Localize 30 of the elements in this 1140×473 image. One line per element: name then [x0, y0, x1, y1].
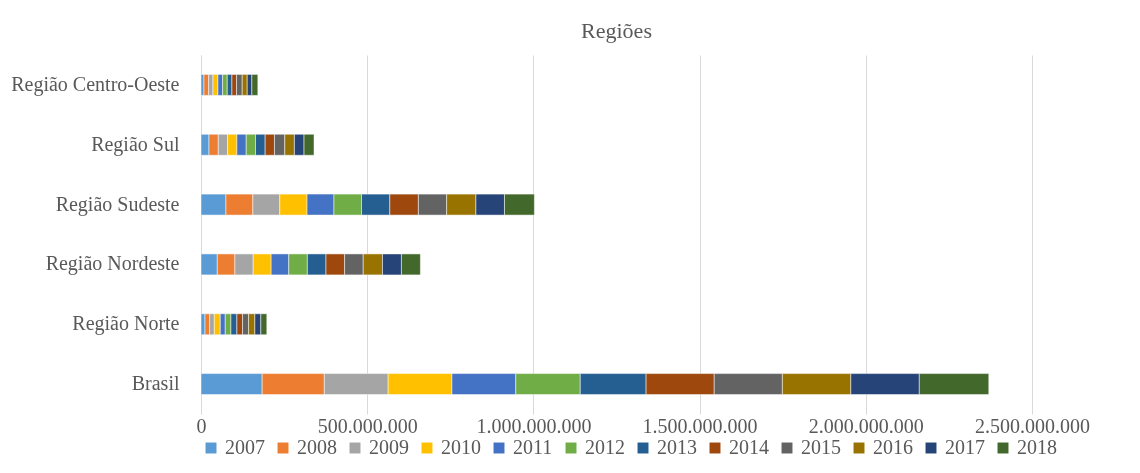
legend-label: 2007: [225, 436, 265, 458]
x-tick-label: 2.000.000.000: [808, 414, 924, 437]
bar: [204, 313, 210, 335]
bar: [251, 74, 259, 96]
y-tick-label: Região Sul: [91, 132, 180, 156]
legend-label: 2008: [297, 436, 337, 458]
chart-title: Regiões: [581, 18, 652, 43]
x-tick-label: 0: [196, 414, 207, 437]
y-tick-label: Região Norte: [72, 312, 180, 336]
legend-label: 2014: [729, 436, 769, 458]
x-tick-label: 1.000.000.000: [476, 414, 592, 437]
bar: [200, 313, 206, 335]
y-tick-label: Brasil: [131, 372, 180, 395]
x-tick-label: 1.500.000.000: [642, 414, 758, 437]
y-tick-label: Região Sudeste: [55, 192, 180, 216]
legend-label: 2012: [585, 436, 625, 458]
y-tick-label: Região Nordeste: [45, 252, 180, 276]
y-tick-label: Região Centro-Oeste: [11, 72, 180, 96]
x-tick-label: 2.500.000.000: [975, 414, 1090, 437]
legend-label: 2017: [945, 436, 985, 458]
legend-label: 2013: [657, 436, 697, 458]
bar: [212, 74, 219, 96]
legend-label: 2015: [801, 436, 841, 458]
bar: [203, 74, 209, 96]
legend-label: 2010: [441, 436, 481, 458]
legend-label: 2009: [369, 436, 409, 458]
legend-label: 2016: [873, 436, 913, 458]
legend-label: 2018: [1017, 436, 1057, 458]
legend-label: 2011: [513, 436, 553, 458]
x-tick-label: 500.000.000: [317, 414, 418, 437]
